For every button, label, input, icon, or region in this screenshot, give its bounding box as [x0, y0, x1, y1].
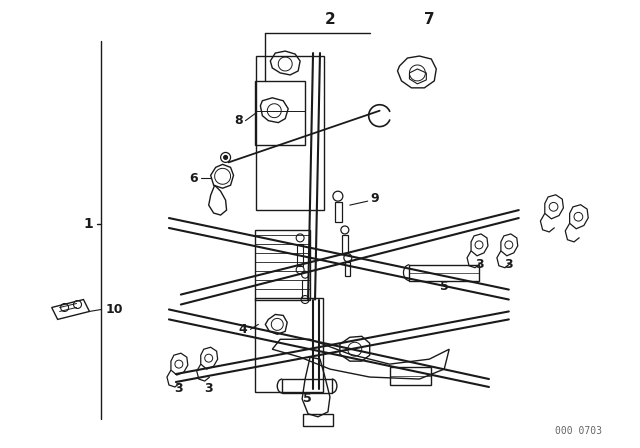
Text: 3: 3 — [175, 383, 183, 396]
Bar — [297, 244, 303, 266]
Text: 10: 10 — [106, 303, 123, 316]
Text: 3: 3 — [475, 258, 483, 271]
Text: 000 0703: 000 0703 — [555, 426, 602, 436]
Bar — [257, 56, 324, 210]
Text: 3: 3 — [504, 258, 513, 271]
Bar — [255, 297, 323, 392]
Bar — [302, 280, 308, 297]
Text: 5: 5 — [440, 280, 449, 293]
Text: 8: 8 — [234, 114, 243, 127]
Bar — [255, 81, 305, 146]
Text: 9: 9 — [371, 192, 379, 205]
Bar — [303, 414, 333, 426]
Bar — [342, 235, 348, 253]
Bar — [345, 262, 350, 276]
Text: 5: 5 — [303, 392, 312, 405]
Text: 1: 1 — [84, 217, 93, 231]
Bar — [335, 202, 342, 222]
Text: 3: 3 — [204, 383, 213, 396]
Bar — [410, 265, 479, 280]
Text: 4: 4 — [238, 323, 247, 336]
Bar — [390, 367, 431, 385]
Bar — [282, 379, 332, 393]
Text: 7: 7 — [424, 12, 435, 27]
Circle shape — [223, 155, 228, 159]
Bar — [255, 230, 310, 300]
Text: 6: 6 — [189, 172, 198, 185]
Text: 2: 2 — [324, 12, 335, 27]
